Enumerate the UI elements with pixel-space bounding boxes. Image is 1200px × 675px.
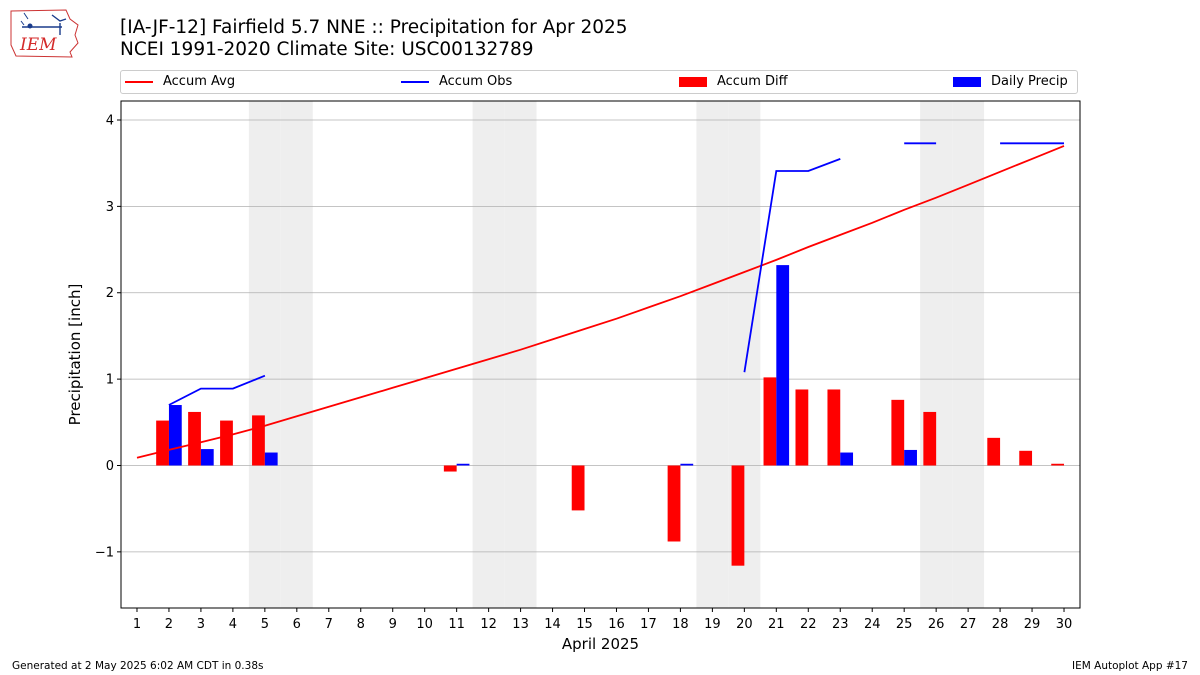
y-tick-label-4: 4 <box>106 114 114 129</box>
accum-diff-bar-day-30 <box>1051 463 1065 466</box>
x-tick-label-4: 4 <box>229 617 237 632</box>
x-axis-label: April 2025 <box>562 635 639 653</box>
accum-diff-bar-day-26 <box>923 411 937 466</box>
x-tick-label-15: 15 <box>576 617 593 632</box>
x-tick-label-25: 25 <box>896 617 913 632</box>
x-tick-label-21: 21 <box>768 617 785 632</box>
daily-precip-bar-day-23 <box>840 452 854 466</box>
accum-diff-bar-day-20 <box>731 465 745 566</box>
x-tick-label-9: 9 <box>389 617 397 632</box>
x-tick-label-27: 27 <box>960 617 977 632</box>
daily-precip-bar-day-21 <box>776 265 790 466</box>
x-tick-label-14: 14 <box>544 617 561 632</box>
accum-avg-line-segment-0 <box>136 145 1065 459</box>
x-tick-label-8: 8 <box>357 617 365 632</box>
x-tick-label-10: 10 <box>416 617 433 632</box>
y-tick-label--1: −1 <box>95 545 114 560</box>
accum-diff-bar-day-4 <box>220 420 233 466</box>
iem-logo: IEM <box>10 9 79 58</box>
plot-frame <box>120 100 1081 609</box>
accum-diff-bar-day-21 <box>763 377 777 466</box>
legend-label-accum-avg: Accum Avg <box>163 74 236 89</box>
x-tick-label-19: 19 <box>704 617 721 632</box>
weekend-shade-day-6 <box>280 101 313 608</box>
accum-diff-bar-day-28 <box>987 437 1001 466</box>
x-tick-label-1: 1 <box>133 617 141 632</box>
x-tick-label-13: 13 <box>512 617 529 632</box>
weekend-shade-day-19 <box>696 101 729 608</box>
y-tick-label-0: 0 <box>106 459 114 474</box>
accum-obs-line-segment-1 <box>743 158 841 373</box>
legend-item-accum-avg: Accum Avg <box>125 74 235 90</box>
y-tick-label-2: 2 <box>106 286 114 301</box>
daily-precip-bar-day-18 <box>680 463 694 466</box>
x-tick-label-28: 28 <box>992 617 1009 632</box>
accum-diff-bar-day-22 <box>795 389 809 466</box>
footer-app: IEM Autoplot App #17 <box>1072 660 1188 672</box>
x-tick-label-11: 11 <box>448 617 465 632</box>
weekend-shade-day-5 <box>248 101 281 608</box>
x-tick-label-18: 18 <box>672 617 689 632</box>
y-axis-label: Precipitation [inch] <box>66 284 84 426</box>
legend-swatch-accum-obs <box>401 80 429 83</box>
accum-diff-bar-day-15 <box>571 465 585 511</box>
legend-item-accum-diff: Accum Diff <box>679 74 788 90</box>
chart-title: [IA-JF-12] Fairfield 5.7 NNE :: Precipit… <box>120 17 628 38</box>
accum-diff-bar-day-18 <box>667 465 681 542</box>
daily-precip-bar-day-3 <box>200 449 214 466</box>
x-tick-label-23: 23 <box>832 617 849 632</box>
x-tick-label-6: 6 <box>293 617 301 632</box>
x-tick-label-2: 2 <box>165 617 173 632</box>
legend-item-daily-precip: Daily Precip <box>953 74 1068 90</box>
x-tick-label-17: 17 <box>640 617 657 632</box>
legend-swatch-accum-avg <box>125 80 153 83</box>
y-tick-label-1: 1 <box>106 373 114 388</box>
accum-diff-bar-day-29 <box>1019 450 1033 466</box>
daily-precip-bar-day-5 <box>264 452 278 466</box>
daily-precip-bar-day-25 <box>904 449 917 466</box>
legend-swatch-accum-diff <box>679 76 707 87</box>
x-tick-label-26: 26 <box>928 617 945 632</box>
legend-swatch-daily-precip <box>953 76 981 87</box>
daily-precip-bar-day-11 <box>456 463 470 466</box>
legend-label-daily-precip: Daily Precip <box>991 74 1068 89</box>
x-tick-label-3: 3 <box>197 617 205 632</box>
accum-diff-bar-day-5 <box>252 415 265 466</box>
daily-precip-bar-day-2 <box>168 405 182 466</box>
legend: Accum Avg Accum Obs Accum Diff Daily Pre… <box>120 70 1078 94</box>
chart-subtitle: NCEI 1991-2020 Climate Site: USC00132789 <box>120 39 534 60</box>
x-tick-label-29: 29 <box>1024 617 1041 632</box>
x-tick-label-7: 7 <box>325 617 333 632</box>
accum-diff-bar-day-11 <box>443 465 457 472</box>
x-tick-label-24: 24 <box>864 617 881 632</box>
weekend-shade-day-26 <box>920 101 953 608</box>
legend-item-accum-obs: Accum Obs <box>401 74 512 90</box>
x-tick-label-16: 16 <box>608 617 625 632</box>
legend-label-accum-obs: Accum Obs <box>439 74 513 89</box>
weekend-shade-day-27 <box>952 101 985 608</box>
x-tick-label-12: 12 <box>480 617 497 632</box>
accum-diff-bar-day-2 <box>156 420 169 466</box>
x-tick-label-20: 20 <box>736 617 753 632</box>
footer-generated: Generated at 2 May 2025 6:02 AM CDT in 0… <box>12 660 264 672</box>
legend-label-accum-diff: Accum Diff <box>717 74 788 89</box>
accum-diff-bar-day-3 <box>188 411 201 466</box>
accum-diff-bar-day-23 <box>827 389 841 466</box>
logo-text: IEM <box>19 35 57 55</box>
x-tick-label-30: 30 <box>1056 617 1073 632</box>
y-tick-label-3: 3 <box>106 200 114 215</box>
weekend-shade-day-13 <box>504 101 537 608</box>
accum-diff-bar-day-25 <box>891 399 905 466</box>
weekend-shade-day-12 <box>472 101 505 608</box>
x-tick-label-5: 5 <box>261 617 269 632</box>
accum-obs-line-segment-0 <box>168 374 266 406</box>
x-tick-label-22: 22 <box>800 617 817 632</box>
